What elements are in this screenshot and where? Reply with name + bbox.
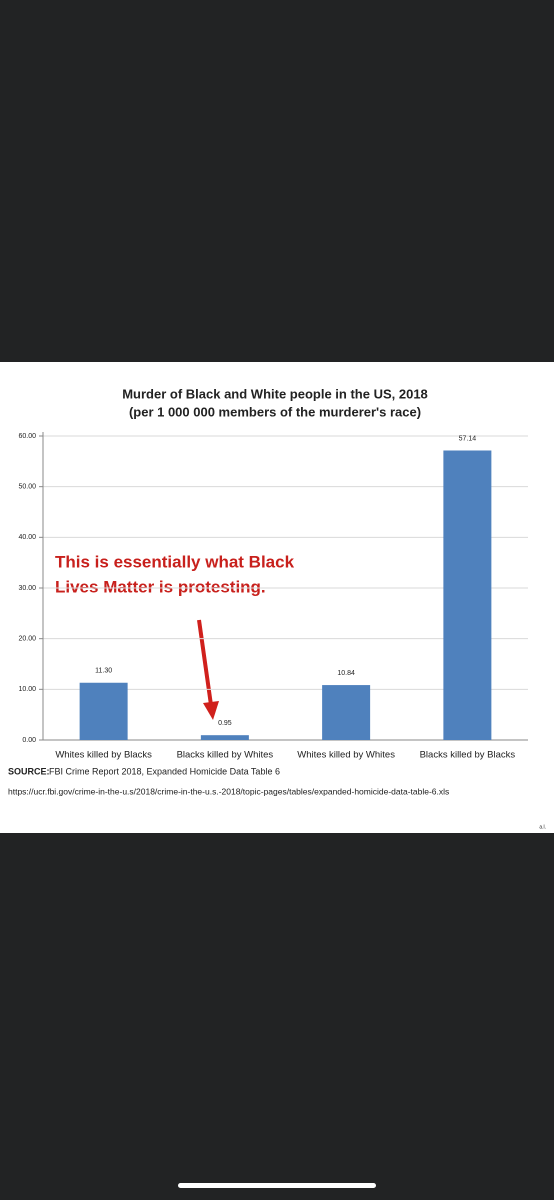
value-label: 11.30 — [95, 668, 112, 675]
value-label: 57.14 — [459, 435, 477, 442]
value-label: 10.84 — [337, 670, 355, 677]
source: FBI Crime Report 2018, Expanded Homicide… — [49, 766, 280, 776]
x-tick-label: Whites killed by Whites — [297, 750, 395, 761]
home-indicator — [178, 1183, 376, 1188]
y-tick-label: 50.00 — [18, 484, 36, 491]
source-label: SOURCE: — [8, 766, 50, 776]
y-tick-label: 40.00 — [18, 534, 36, 541]
bar — [322, 685, 371, 740]
y-tick-label: 0.00 — [22, 737, 36, 744]
arrow-shaft — [197, 619, 213, 706]
x-tick-label: Blacks killed by Whites — [177, 750, 274, 761]
x-tick-label: Blacks killed by Blacks — [420, 750, 516, 761]
bar — [79, 682, 128, 740]
y-tick-label: 60.00 — [18, 433, 36, 440]
bar — [443, 450, 492, 740]
chart-subtitle: (per 1 000 000 members of the murderer's… — [129, 404, 421, 419]
x-tick-label: Whites killed by Blacks — [55, 750, 152, 761]
value-label: 0.95 — [218, 720, 232, 727]
chart-title: Murder of Black and White people in the … — [122, 386, 428, 401]
y-tick-label: 30.00 — [18, 585, 36, 592]
y-tick-label: 10.00 — [18, 686, 36, 693]
signature: a.l. — [539, 824, 546, 830]
source-url: https://ucr.fbi.gov/crime-in-the-u.s/201… — [8, 786, 449, 796]
annotation: Lives Matter is protesting. — [55, 577, 266, 596]
annotation: This is essentially what Black — [55, 552, 295, 571]
y-tick-label: 20.00 — [18, 636, 36, 643]
bar — [200, 735, 249, 740]
arrow-head — [203, 701, 219, 720]
